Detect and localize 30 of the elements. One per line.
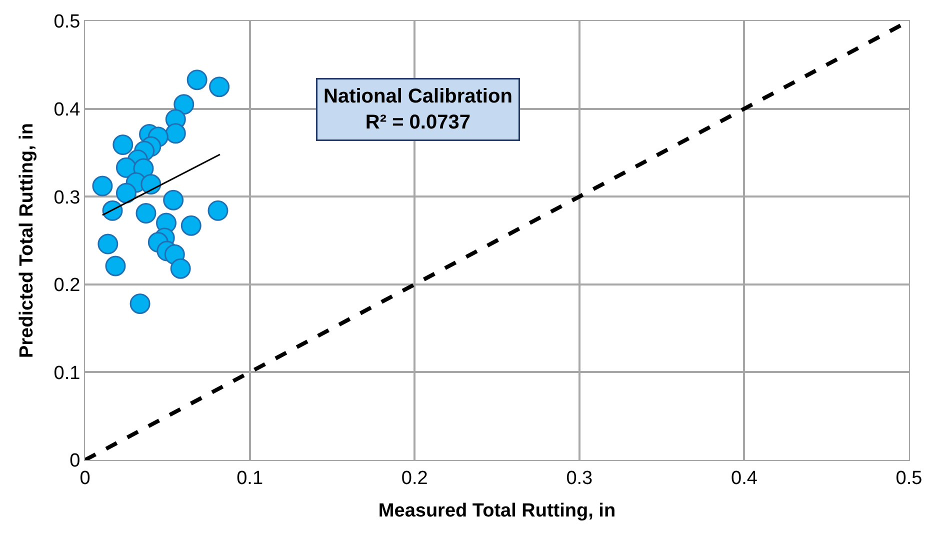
point [186,70,208,90]
point [208,200,228,221]
point [92,176,113,196]
x-tick-label: 0.4 [730,468,758,489]
annotation: National Calibration R² = 0.0737 [324,86,512,134]
y-axis-title: Predicted Total Rutting, in [16,122,38,358]
x-tick-label: 0.2 [401,468,428,489]
y-tick-label: 0.1 [54,362,80,384]
x-tick-label: 0.3 [566,468,593,489]
y-tick-label: 0.2 [54,275,80,296]
point [170,258,191,279]
point [130,293,150,314]
x-tick-label: 0.1 [236,468,264,489]
point [163,190,184,210]
point [116,182,136,204]
y-tick-label: 0 [70,450,80,472]
point [140,174,162,195]
point [136,203,156,224]
y-tick-label: 0.3 [54,187,80,208]
point [105,256,126,276]
y-tick-label: 0.5 [54,12,80,33]
y-tick-label: 0.4 [54,99,81,120]
point [209,76,230,98]
point [98,234,118,254]
point [112,134,134,156]
point [180,215,202,236]
x-tick-label: 0.5 [896,468,922,489]
point [174,94,194,115]
x-axis-title: Measured Total Rutting, in [378,500,616,522]
point [165,123,186,144]
